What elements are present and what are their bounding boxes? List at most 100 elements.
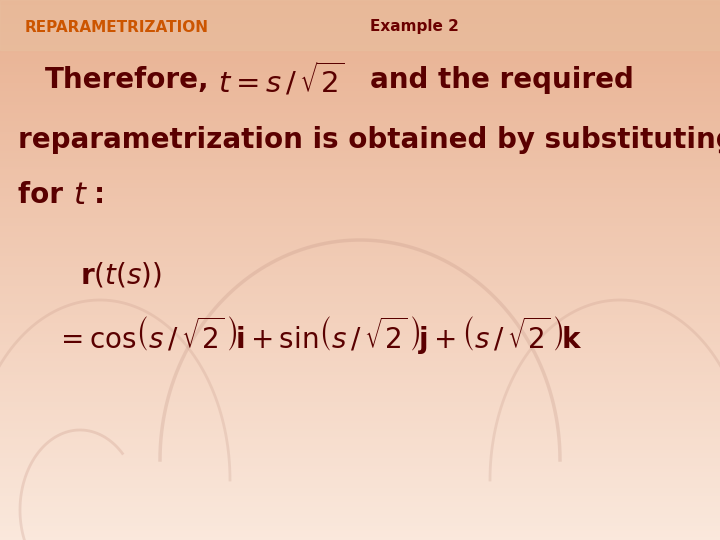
Bar [0,174,720,178]
Bar [0,77,720,81]
Bar [0,37,720,40]
Bar [0,29,720,32]
Bar [0,291,720,294]
Bar [0,26,720,30]
Bar [0,474,720,478]
Bar [0,450,720,454]
Bar [0,247,720,251]
Bar [0,215,720,219]
Bar [0,301,720,305]
Bar [0,380,720,383]
Bar [0,374,720,378]
Bar [0,156,720,159]
Bar [0,12,720,16]
Bar [0,480,720,483]
Bar [0,415,720,419]
Bar [0,53,720,57]
Bar [0,223,720,227]
Bar [0,50,720,54]
Bar [0,45,720,49]
Text: $\mathbf{r}(t(s))$: $\mathbf{r}(t(s))$ [80,260,162,289]
Bar [0,153,720,157]
Bar [0,39,720,43]
Bar [0,366,720,370]
Bar [0,520,720,524]
Bar [0,372,720,375]
Bar [0,388,720,392]
Bar [0,212,720,216]
Bar [0,336,720,340]
Bar [0,469,720,472]
Bar [0,272,720,275]
Bar [0,523,720,526]
Bar [0,420,720,424]
Bar [0,345,720,348]
Bar [0,377,720,381]
Text: $= \cos\!\left(s\,/\,\sqrt{2}\,\right)\!\mathbf{i} + \sin\!\left(s\,/\,\sqrt{2}\: $= \cos\!\left(s\,/\,\sqrt{2}\,\right)\!… [55,314,582,356]
Bar [0,307,720,310]
Bar [0,166,720,170]
Bar [0,485,720,489]
Bar [0,91,720,94]
Bar [0,169,720,173]
Bar [0,161,720,165]
Bar [0,258,720,262]
Bar [0,471,720,475]
Bar [0,353,720,356]
Bar [0,280,720,284]
Bar [0,517,720,521]
Bar [0,490,720,494]
Bar [0,407,720,410]
Bar [0,85,720,89]
Bar [0,201,720,205]
Bar [0,255,720,259]
Bar [0,436,720,440]
Text: reparametrization is obtained by substituting: reparametrization is obtained by substit… [18,126,720,154]
Bar [0,48,720,51]
Bar [0,75,720,78]
Bar [0,172,720,176]
Bar [0,61,720,65]
Text: and the required: and the required [370,66,634,94]
Bar [0,237,720,240]
Bar [0,355,720,359]
Bar [0,218,720,221]
Bar [0,282,720,286]
Bar [0,339,720,343]
Bar [0,315,720,319]
Bar [0,309,720,313]
Bar [0,390,720,394]
Bar [0,477,720,481]
Bar [0,264,720,267]
Bar [0,385,720,389]
Bar [0,4,720,8]
Bar [0,455,720,459]
Bar [0,347,720,351]
Bar [0,0,720,3]
Bar [0,509,720,513]
Bar [0,434,720,437]
Bar [0,409,720,413]
Bar [0,102,720,105]
Bar [0,320,720,324]
Bar [0,191,720,194]
Bar [0,239,720,243]
Text: Example 2: Example 2 [370,19,459,35]
Bar [0,363,720,367]
Text: :: : [94,181,105,209]
Bar [0,96,720,100]
Bar [0,466,720,470]
Bar [0,193,720,197]
Bar [0,56,720,59]
Bar [0,118,720,122]
Bar [0,253,720,256]
Bar [0,498,720,502]
Bar [0,123,720,127]
Bar [0,404,720,408]
Bar [0,18,720,22]
Bar [0,296,720,300]
Bar [0,458,720,462]
Bar [0,428,720,432]
Bar [0,331,720,335]
Bar [0,69,720,73]
